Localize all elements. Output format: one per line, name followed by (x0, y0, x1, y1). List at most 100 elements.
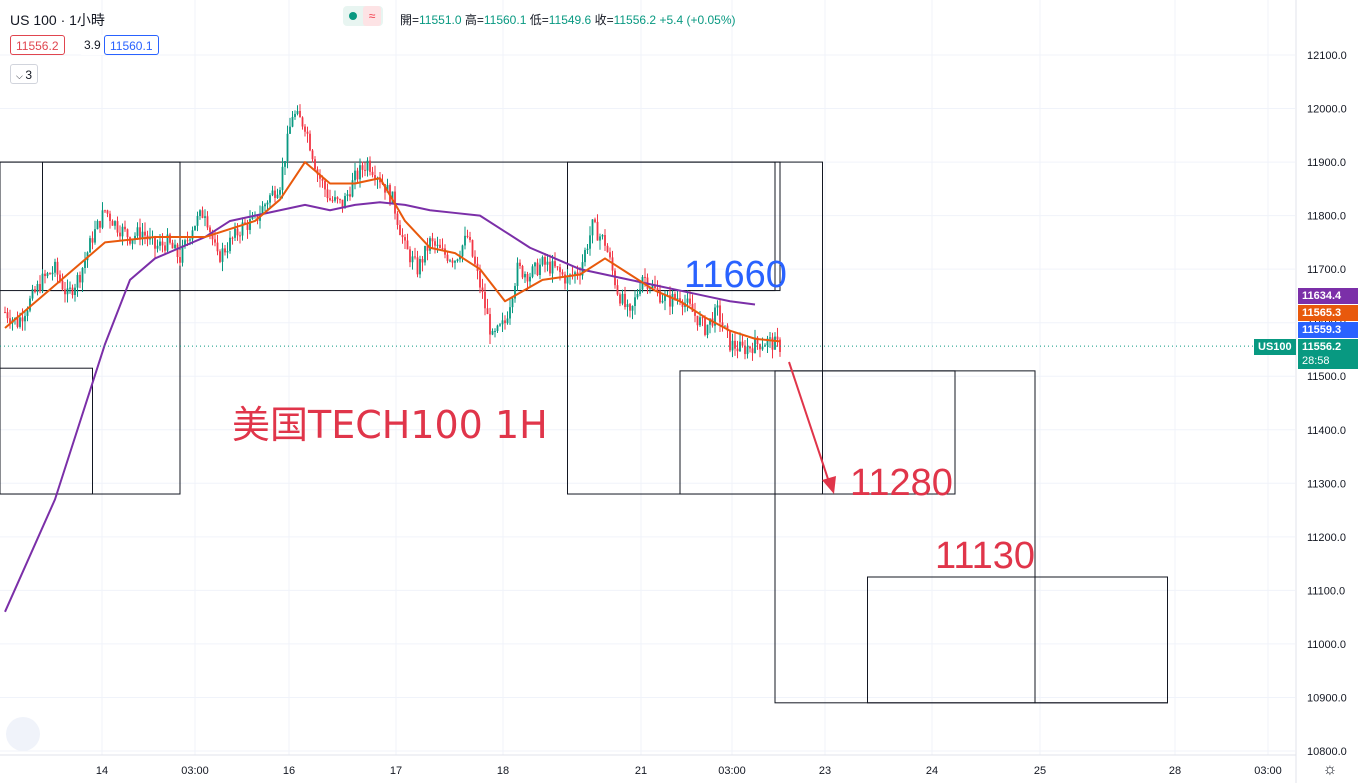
candle-body (636, 294, 639, 298)
buy-price-button[interactable]: 11560.1 (104, 35, 159, 55)
logo-circle[interactable] (6, 717, 40, 751)
annotation-main-label: 美国TECH100 1H (232, 403, 548, 447)
candle-body (506, 318, 509, 324)
candle-body (51, 272, 54, 275)
candle-body (701, 317, 704, 319)
candle-body (306, 131, 309, 134)
candle-body (599, 236, 601, 241)
candle-body (519, 262, 521, 266)
candle-body (766, 338, 769, 346)
candle-body (461, 245, 464, 257)
candle-body (369, 160, 371, 172)
down-arrow-head (822, 476, 836, 494)
annotation-level-11660: 11660 (684, 254, 787, 296)
settings-gear-icon[interactable]: ☼ (1322, 761, 1338, 778)
x-tick-label: 23 (819, 765, 831, 777)
x-tick-label: 03:00 (718, 765, 746, 777)
candle-body (736, 348, 739, 352)
status-dot-icon (349, 12, 357, 20)
candle-body (661, 300, 664, 303)
candle-body (419, 259, 421, 275)
candle-body (694, 311, 696, 316)
sell-price-button[interactable]: 11556.2 (10, 35, 65, 55)
candle-body (634, 297, 636, 306)
candle-body (341, 199, 344, 209)
candle-body (434, 241, 436, 246)
candle-body (436, 244, 439, 246)
market-status-pill[interactable]: ≈ (343, 6, 383, 26)
annotation-box (0, 367, 93, 495)
candle-body (556, 266, 559, 268)
candle-body (759, 344, 761, 350)
annotation-level-11280: 11280 (850, 462, 953, 504)
candle-body (244, 222, 246, 224)
y-tick-label: 11100.0 (1307, 585, 1345, 597)
candle-body (329, 198, 331, 201)
candle-body (726, 325, 729, 331)
candle-body (194, 225, 196, 231)
y-tick-label: 11200.0 (1307, 532, 1346, 544)
candle-body (216, 242, 219, 252)
y-tick-label: 12100.0 (1307, 50, 1347, 62)
y-tick-label: 11800.0 (1307, 211, 1346, 223)
y-tick-label: 11400.0 (1307, 425, 1346, 437)
candle-body (551, 261, 554, 274)
candle-body (39, 284, 41, 291)
candle-body (171, 242, 174, 249)
down-arrow-line (788, 361, 832, 489)
indicator-toggle-button[interactable]: ⌵ 3 (10, 64, 39, 84)
candle-body (319, 174, 321, 179)
candle-body (504, 320, 506, 324)
close-label: 收= (594, 13, 614, 27)
candle-body (761, 346, 764, 350)
candle-body (334, 197, 336, 201)
candle-body (491, 330, 494, 335)
candle-body (234, 228, 236, 238)
candle-body (76, 274, 79, 288)
candle-body (139, 227, 141, 239)
candle-body (714, 307, 716, 326)
candle-body (704, 317, 706, 335)
candle-body (754, 337, 756, 354)
candle-body (544, 257, 546, 265)
candle-body (769, 337, 771, 339)
x-tick-label: 24 (926, 765, 938, 777)
symbol-title[interactable]: US 100 · 1小時 (10, 12, 105, 28)
candle-body (729, 330, 731, 351)
x-tick-label: 17 (390, 765, 402, 777)
x-tick-label: 28 (1169, 765, 1181, 777)
annotation-box (0, 161, 781, 292)
candle-body (161, 241, 164, 246)
y-tick-label: 10800.0 (1307, 746, 1347, 758)
candle-body (74, 287, 76, 296)
candle-body (19, 317, 21, 327)
candle-body (281, 166, 284, 191)
candle-body (691, 303, 694, 312)
x-tick-label: 03:00 (1254, 765, 1282, 777)
candle-body (486, 308, 489, 315)
candle-body (121, 226, 124, 237)
candle-body (411, 256, 414, 263)
candle-body (266, 202, 269, 205)
candle-body (744, 345, 746, 355)
ask-price-label: 11559.3 (1298, 322, 1358, 338)
candle-body (464, 235, 466, 246)
y-tick-label: 11300.0 (1307, 478, 1346, 490)
candle-body (269, 195, 271, 203)
candle-body (531, 266, 534, 277)
candle-body (41, 273, 44, 291)
candle-body (414, 256, 416, 258)
candle-body (111, 221, 114, 226)
candle-body (359, 165, 361, 180)
candle-body (409, 249, 411, 263)
candle-body (481, 287, 484, 292)
candle-body (501, 320, 504, 325)
candle-body (164, 245, 166, 251)
x-tick-label: 16 (283, 765, 295, 777)
candle-body (169, 234, 171, 243)
candle-body (426, 245, 429, 251)
annotation-box (0, 161, 181, 495)
candle-body (109, 213, 111, 222)
candle-body (629, 304, 631, 311)
